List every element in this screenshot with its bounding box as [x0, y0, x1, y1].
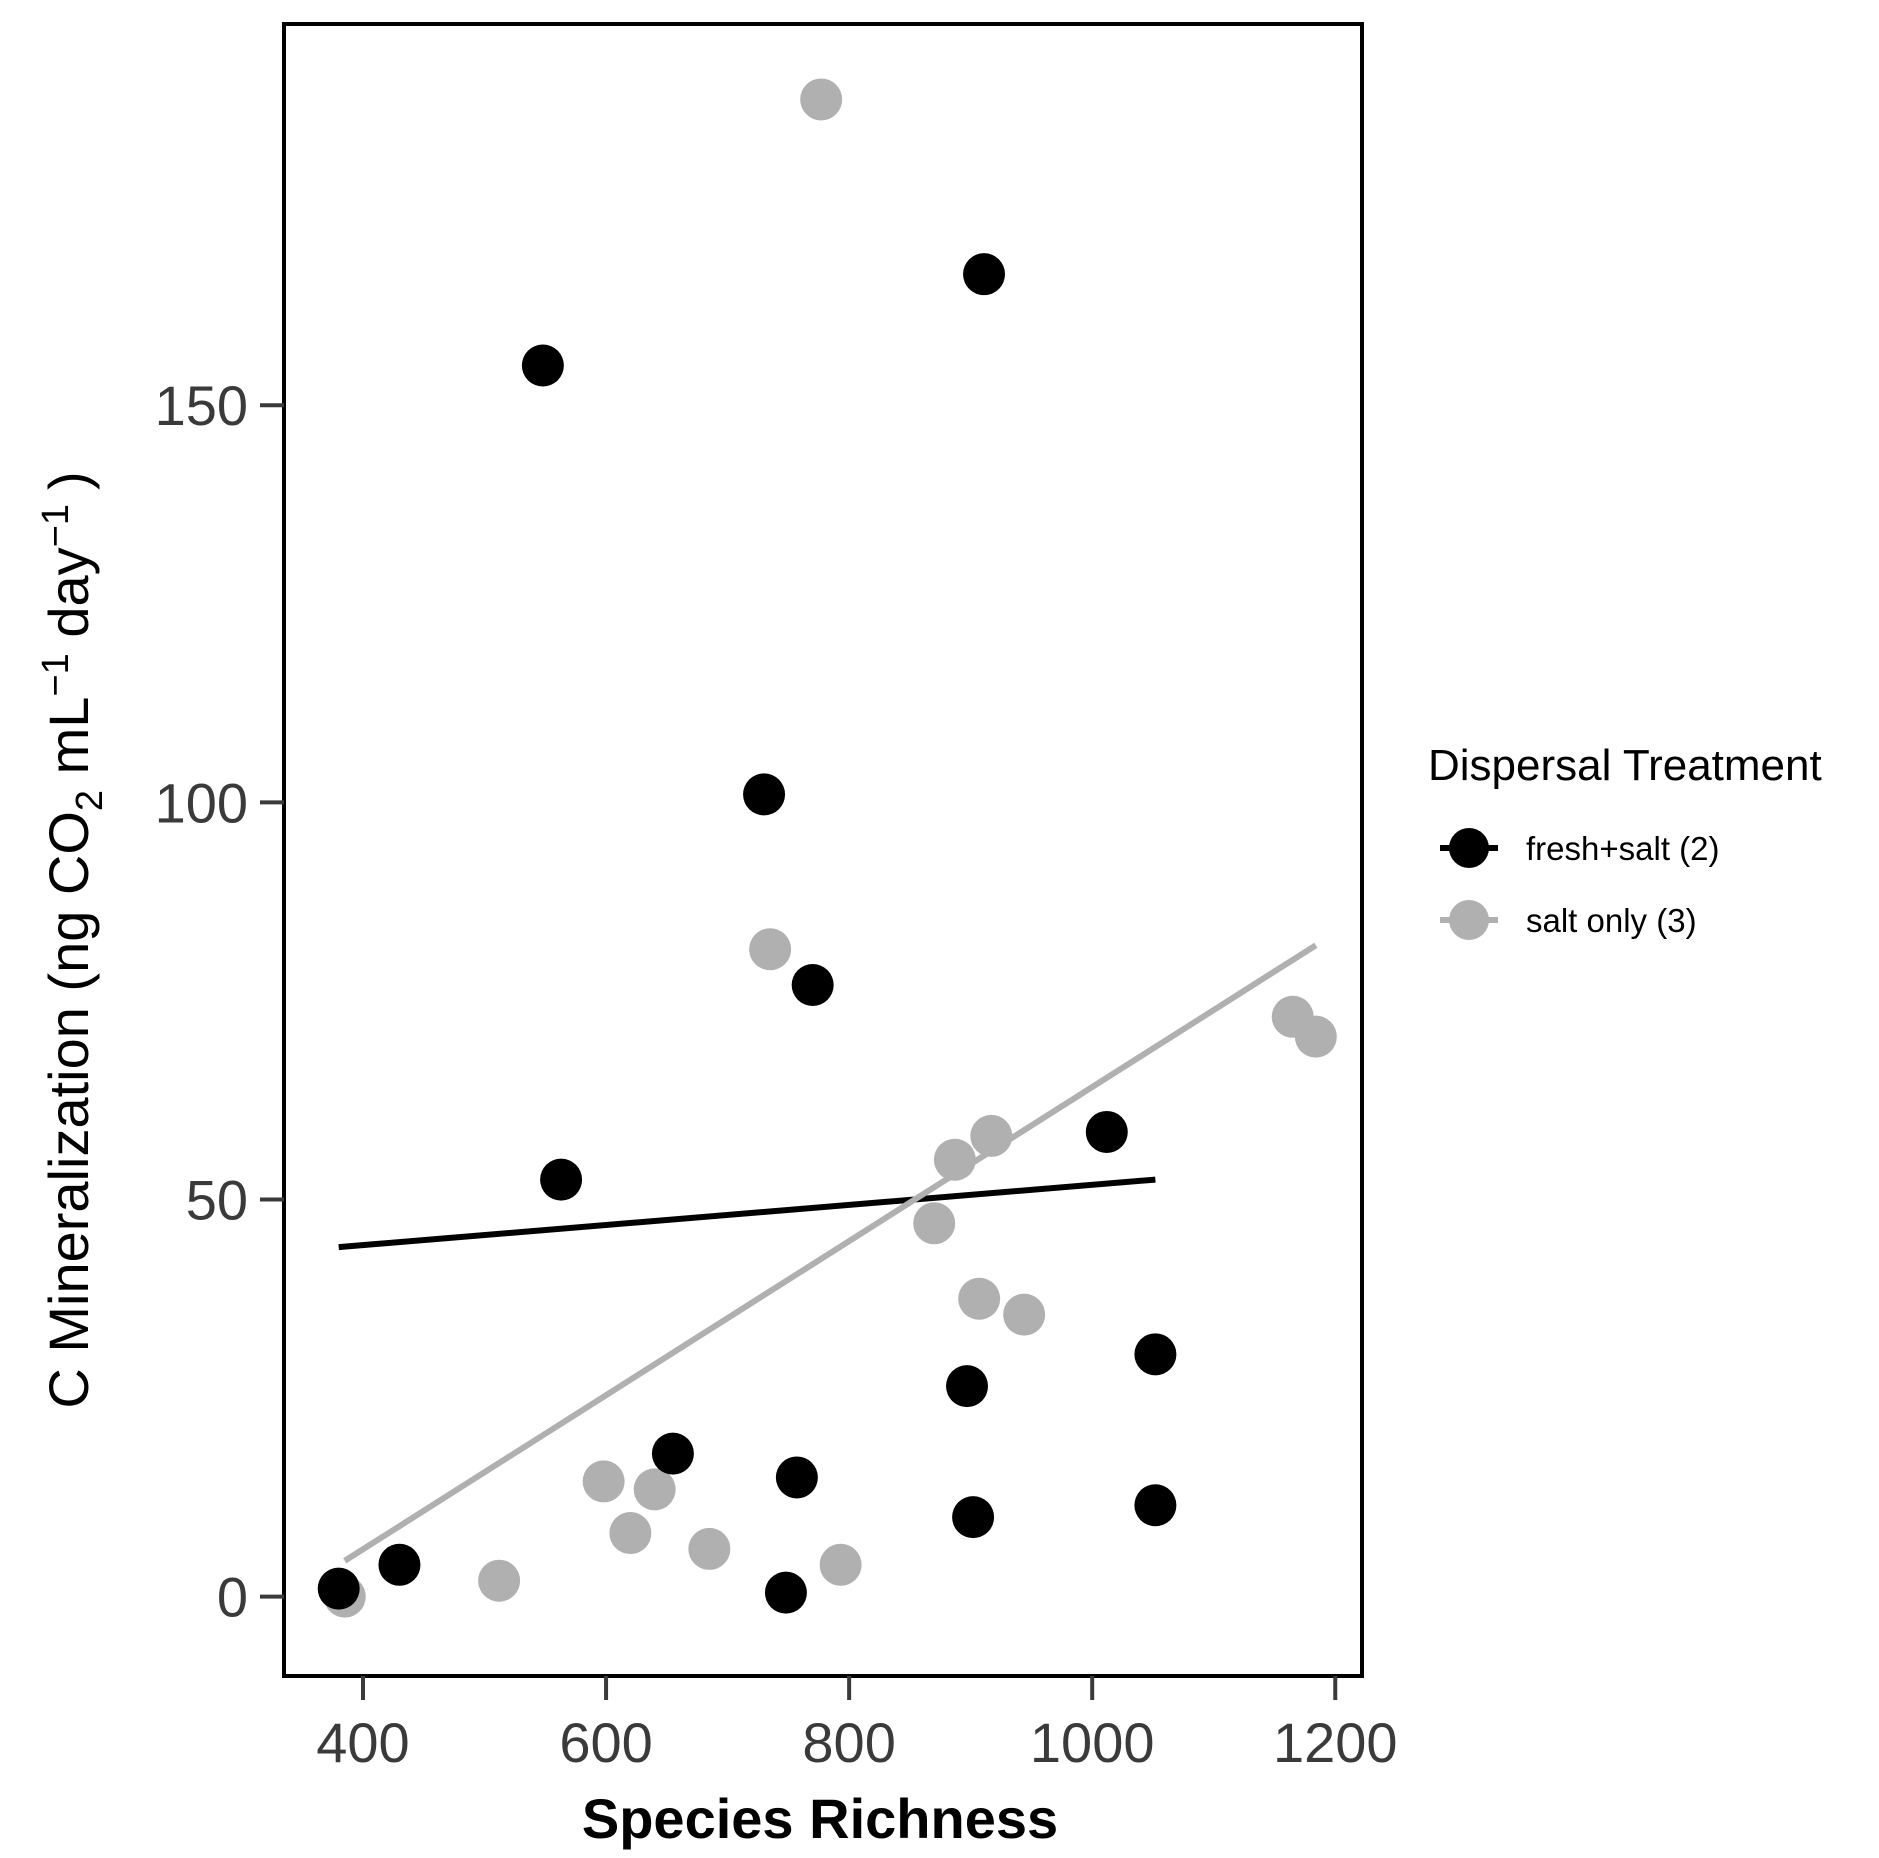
- data-points: [317, 78, 1337, 1618]
- data-point: [609, 1512, 652, 1555]
- data-point: [952, 1496, 995, 1539]
- y-tick-label: 150: [155, 374, 248, 437]
- legend-key-marker: [1449, 828, 1489, 868]
- data-point: [540, 1158, 583, 1201]
- data-point: [775, 1456, 818, 1499]
- y-tick-label: 100: [155, 771, 248, 834]
- plot-panel-border: [282, 22, 1364, 1678]
- data-point: [970, 1114, 1013, 1157]
- legend-label: salt only (3): [1526, 902, 1697, 939]
- y-axis: 0 50 100 150: [155, 374, 284, 1629]
- data-point: [1085, 1110, 1128, 1153]
- y-axis-title-close: ): [37, 471, 100, 490]
- y-axis-title-unit-ml: mL: [37, 697, 100, 790]
- x-tick-label: 1200: [1273, 1711, 1398, 1774]
- data-point: [963, 253, 1006, 296]
- trend-line: [343, 942, 1318, 1564]
- data-point: [1294, 1015, 1337, 1058]
- data-point: [317, 1567, 360, 1610]
- y-axis-title-prefix: C Mineralization (ng CO: [37, 811, 100, 1409]
- y-axis-title-unit-day: day: [37, 547, 100, 653]
- data-point: [913, 1202, 956, 1245]
- data-point: [651, 1432, 694, 1475]
- legend-title: Dispersal Treatment: [1428, 741, 1822, 790]
- y-axis-title: C Mineralization (ng CO2 mL−1 day−1): [35, 471, 111, 1408]
- data-point: [946, 1365, 989, 1408]
- data-point: [1134, 1484, 1177, 1527]
- data-point: [933, 1138, 976, 1181]
- trend-lines: [338, 942, 1318, 1564]
- data-point: [633, 1468, 676, 1511]
- x-tick-label: 600: [559, 1711, 652, 1774]
- legend: Dispersal Treatment fresh+salt (2) salt o…: [1428, 741, 1822, 940]
- legend-key-marker: [1449, 900, 1489, 940]
- legend-entries: fresh+salt (2) salt only (3): [1440, 828, 1720, 940]
- y-axis-title-exp-ml: −1: [35, 653, 77, 696]
- trend-line: [338, 1176, 1156, 1251]
- data-point: [743, 773, 786, 816]
- data-point: [582, 1460, 625, 1503]
- data-point: [688, 1527, 731, 1570]
- data-point: [791, 964, 834, 1007]
- x-tick-label: 400: [316, 1711, 409, 1774]
- y-axis-title-exp-day: −1: [35, 504, 77, 547]
- x-axis: 400 600 800 1000 1200: [316, 1676, 1398, 1774]
- y-tick-label: 50: [186, 1168, 248, 1231]
- x-tick-label: 1000: [1030, 1711, 1155, 1774]
- data-point: [1134, 1333, 1177, 1376]
- data-point: [1003, 1293, 1046, 1336]
- data-point: [749, 928, 792, 971]
- y-tick-label: 0: [217, 1566, 248, 1629]
- x-tick-label: 800: [802, 1711, 895, 1774]
- legend-label: fresh+salt (2): [1526, 830, 1720, 867]
- data-point: [764, 1571, 807, 1614]
- data-point: [958, 1277, 1001, 1320]
- x-axis-title: Species Richness: [582, 1787, 1058, 1850]
- data-point: [378, 1543, 421, 1586]
- y-axis-title-co2-subscript: 2: [69, 790, 111, 811]
- data-point: [478, 1559, 521, 1602]
- data-point: [521, 344, 564, 387]
- data-point: [819, 1543, 862, 1586]
- data-point: [800, 78, 843, 121]
